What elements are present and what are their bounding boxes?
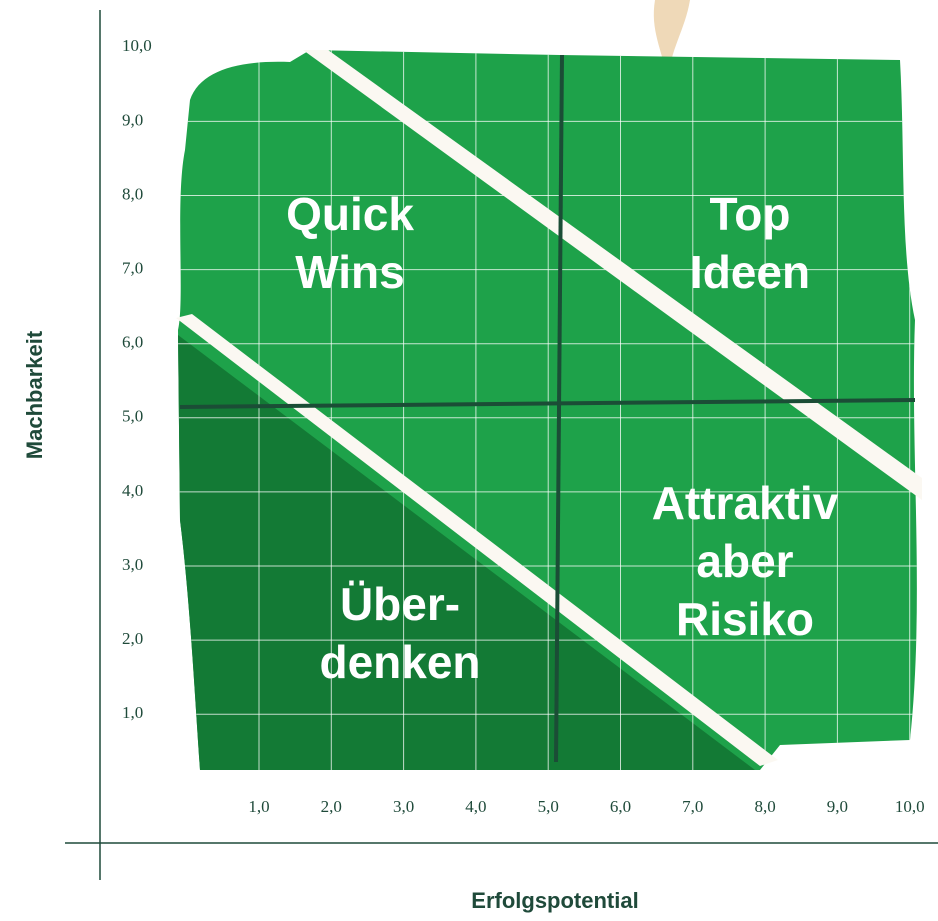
quadrant-label: denken [319,636,480,688]
x-tick-label: 7,0 [682,797,703,816]
y-tick-label: 5,0 [122,407,143,426]
x-tick-label: 9,0 [827,797,848,816]
y-tick-label: 9,0 [122,110,143,129]
y-tick-label: 4,0 [122,481,143,500]
x-tick-label: 5,0 [538,797,559,816]
y-axis-label: Machbarkeit [22,330,47,459]
x-tick-label: 1,0 [248,797,269,816]
quadrant-label: Über- [340,578,460,630]
quadrant-label: Top [710,188,791,240]
quadrant-label: Wins [295,246,404,298]
x-tick-label: 3,0 [393,797,414,816]
y-tick-label: 7,0 [122,259,143,278]
quadrant-label: Attraktiv [652,477,839,529]
y-tick-label: 3,0 [122,555,143,574]
quadrant-label: aber [696,535,793,587]
y-tick-label: 1,0 [122,703,143,722]
x-tick-label: 2,0 [321,797,342,816]
x-tick-label: 4,0 [465,797,486,816]
chart: Erfolgspotential Machbarkeit 1,0 2,0 3,0 4,… [0,0,938,921]
y-tick-label: 2,0 [122,629,143,648]
y-tick-label: 6,0 [122,333,143,352]
x-tick-label: 10,0 [895,797,925,816]
x-tick-label: 8,0 [754,797,775,816]
x-tick-label: 6,0 [610,797,631,816]
quadrant-label: Ideen [690,246,810,298]
y-tick-label: 10,0 [122,36,152,55]
x-axis-label: Erfolgspotential [471,888,638,913]
y-tick-label: 8,0 [122,184,143,203]
quadrant-label: Quick [286,188,414,240]
quadrant-label: Risiko [676,593,814,645]
